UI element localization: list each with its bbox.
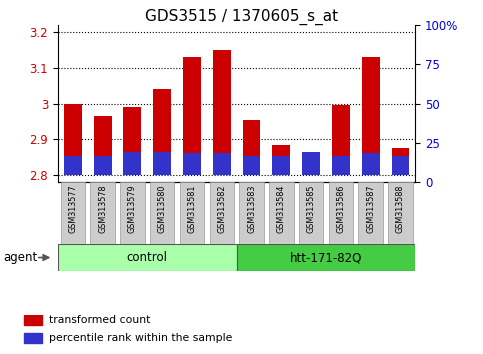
Bar [213, 153, 231, 175]
Text: GSM313578: GSM313578 [98, 184, 107, 233]
Bar [183, 153, 201, 175]
Text: percentile rank within the sample: percentile rank within the sample [49, 333, 232, 343]
Bar [272, 156, 290, 175]
Bar [124, 107, 142, 175]
Bar [213, 50, 231, 175]
Bar [242, 156, 260, 175]
Bar [64, 103, 82, 175]
FancyBboxPatch shape [358, 182, 383, 244]
Text: GSM313580: GSM313580 [158, 184, 167, 233]
FancyBboxPatch shape [210, 182, 234, 244]
Text: GSM313584: GSM313584 [277, 184, 286, 233]
FancyBboxPatch shape [180, 182, 204, 244]
Text: GSM313587: GSM313587 [366, 184, 375, 233]
Text: agent: agent [3, 251, 37, 263]
Bar [183, 57, 201, 175]
Bar [124, 152, 142, 175]
Text: GSM313582: GSM313582 [217, 184, 226, 233]
Text: GSM313583: GSM313583 [247, 184, 256, 233]
Text: GSM313579: GSM313579 [128, 184, 137, 233]
Bar [362, 153, 380, 175]
Bar [332, 156, 350, 175]
Text: transformed count: transformed count [49, 315, 150, 325]
Text: GSM313585: GSM313585 [307, 184, 315, 233]
Bar [362, 57, 380, 175]
FancyBboxPatch shape [58, 244, 237, 271]
FancyBboxPatch shape [269, 182, 294, 244]
Bar [302, 152, 320, 175]
Bar [24, 333, 42, 343]
Bar [272, 145, 290, 175]
Bar [392, 148, 410, 175]
Text: htt-171-82Q: htt-171-82Q [290, 251, 362, 264]
Bar [24, 315, 42, 325]
Bar [153, 152, 171, 175]
FancyBboxPatch shape [150, 182, 174, 244]
Text: GSM313577: GSM313577 [69, 184, 77, 233]
Bar [242, 120, 260, 175]
Bar [332, 105, 350, 175]
Text: control: control [127, 251, 168, 264]
Bar [392, 156, 410, 175]
FancyBboxPatch shape [90, 182, 115, 244]
Text: GSM313586: GSM313586 [337, 184, 345, 233]
FancyBboxPatch shape [120, 182, 144, 244]
FancyBboxPatch shape [240, 182, 264, 244]
Bar [94, 116, 112, 175]
FancyBboxPatch shape [329, 182, 353, 244]
Bar [94, 156, 112, 175]
Bar [153, 89, 171, 175]
Text: GDS3515 / 1370605_s_at: GDS3515 / 1370605_s_at [145, 9, 338, 25]
Text: GSM313581: GSM313581 [187, 184, 197, 233]
FancyBboxPatch shape [388, 182, 412, 244]
FancyBboxPatch shape [61, 182, 85, 244]
FancyBboxPatch shape [299, 182, 323, 244]
Bar [302, 159, 320, 175]
Text: GSM313588: GSM313588 [396, 184, 405, 233]
FancyBboxPatch shape [237, 244, 415, 271]
Bar [64, 156, 82, 175]
